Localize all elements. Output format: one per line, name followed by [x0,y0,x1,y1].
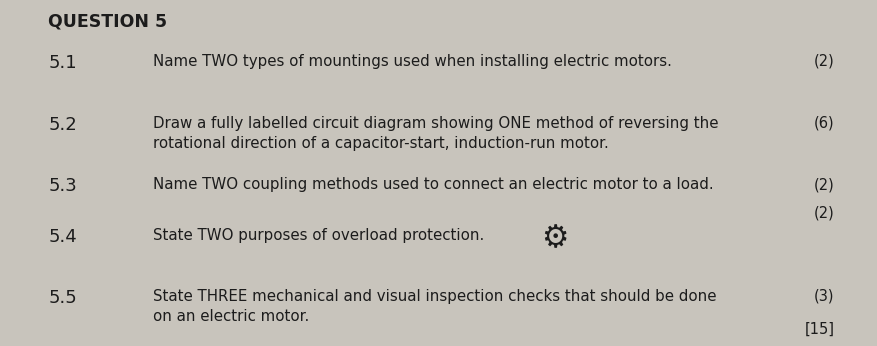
Text: (2): (2) [813,206,834,221]
Text: 5.2: 5.2 [48,116,76,134]
Text: [15]: [15] [803,322,834,337]
Text: State TWO purposes of overload protection.: State TWO purposes of overload protectio… [153,228,483,243]
Text: 5.5: 5.5 [48,289,76,307]
Text: (6): (6) [813,116,834,131]
Text: 5.1: 5.1 [48,54,76,72]
Text: Draw a fully labelled circuit diagram showing ONE method of reversing the
rotati: Draw a fully labelled circuit diagram sh… [153,116,717,151]
Text: (2): (2) [813,177,834,192]
Text: QUESTION 5: QUESTION 5 [48,12,167,30]
Text: 5.4: 5.4 [48,228,76,246]
Text: (2): (2) [813,54,834,69]
Text: Name TWO types of mountings used when installing electric motors.: Name TWO types of mountings used when in… [153,54,671,69]
Text: State THREE mechanical and visual inspection checks that should be done
on an el: State THREE mechanical and visual inspec… [153,289,716,324]
Text: (3): (3) [813,289,834,304]
Text: ⚙: ⚙ [540,224,568,253]
Text: Name TWO coupling methods used to connect an electric motor to a load.: Name TWO coupling methods used to connec… [153,177,713,192]
Text: 5.3: 5.3 [48,177,76,195]
